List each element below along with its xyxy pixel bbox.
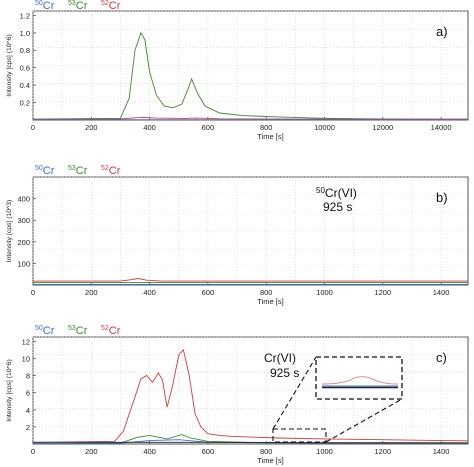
y-tick-label: 0.2 <box>20 99 30 108</box>
series-line <box>33 441 468 444</box>
legend-entry: 52Cr <box>101 165 121 177</box>
y-tick-label: 200 <box>17 238 30 247</box>
y-tick-label: 2 <box>26 423 30 432</box>
y-axis-label: Intensity [cps] (10^6) <box>6 34 13 97</box>
x-tick-label: 200 <box>85 123 98 132</box>
y-tick-label: 1.0 <box>20 29 30 38</box>
panel-label: a) <box>436 24 448 39</box>
x-axis-label: Time [s] <box>257 297 283 306</box>
y-tick-label: 0.6 <box>20 64 30 73</box>
y-axis-label: Intensity [cps] (10^6) <box>6 359 13 422</box>
panel-2: 100 200 300 400 0 200 400 600 800 1000 1200 1400 Tim… <box>6 165 469 306</box>
x-tick-label: 400 <box>143 123 156 132</box>
legend-entry: 50Cr <box>35 325 55 337</box>
series-line <box>33 116 468 120</box>
legend-entry: 52Cr <box>101 325 121 337</box>
panel-1: 0.2 0.4 0.6 0.8 1.0 1.2 0 200 400 600 800 10000 1200… <box>6 0 469 141</box>
panel-3: 2 4 6 8 10 12 0 200 400 600 800 1000 1200 1400 Time [s… <box>6 325 469 465</box>
y-axis-label: Intensity [cps] (10^3) <box>6 200 13 263</box>
y-tick-label: 1.2 <box>20 11 30 20</box>
x-axis-label: Time [s] <box>257 456 283 465</box>
x-tick-label: 0 <box>31 123 35 132</box>
x-tick-label: 400 <box>143 288 156 297</box>
peak-annotation: Cr(VI) <box>264 351 296 365</box>
x-tick-label: 1000 <box>316 447 333 456</box>
y-tick-label: 100 <box>17 259 30 268</box>
y-tick-label: 12 <box>22 337 30 346</box>
legend-entry: 53Cr <box>68 165 88 177</box>
x-axis-label: Time [s] <box>257 132 283 141</box>
legend-entry: 52Cr <box>101 0 121 12</box>
legend-entry: 53Cr <box>68 325 88 337</box>
x-tick-label: 600 <box>202 288 215 297</box>
x-tick-label: 10000 <box>314 123 335 132</box>
peak-annotation: 50Cr(VI) <box>316 186 357 200</box>
series-line <box>33 348 468 443</box>
x-tick-label: 12000 <box>372 123 393 132</box>
x-tick-label: 200 <box>85 447 98 456</box>
y-tick-label: 4 <box>26 406 30 415</box>
y-tick-label: 300 <box>17 216 30 225</box>
y-tick-label: 8 <box>26 372 30 381</box>
x-tick-label: 0 <box>31 288 35 297</box>
y-tick-label: 10 <box>22 354 30 363</box>
y-tick-label: 6 <box>26 389 30 398</box>
zoom-connector <box>272 356 317 430</box>
panel-label: c) <box>436 350 447 365</box>
series-line <box>33 278 468 282</box>
x-tick-label: 400 <box>143 447 156 456</box>
legend-entry: 50Cr <box>35 0 55 12</box>
x-tick-label: 1200 <box>374 288 391 297</box>
x-tick-label: 1200 <box>374 447 391 456</box>
series-line <box>33 434 468 444</box>
x-tick-label: 200 <box>85 288 98 297</box>
panel-label: b) <box>436 190 448 205</box>
x-tick-label: 1400 <box>433 447 450 456</box>
x-tick-label: 14000 <box>431 123 452 132</box>
x-tick-label: 600 <box>202 123 215 132</box>
x-tick-label: 1000 <box>316 288 333 297</box>
legend-entry: 50Cr <box>35 165 55 177</box>
y-tick-label: 0.4 <box>20 81 30 90</box>
x-tick-label: 0 <box>31 447 35 456</box>
peak-time-annotation: 925 s <box>323 200 352 214</box>
zoom-source-box <box>272 428 327 443</box>
x-tick-label: 600 <box>202 447 215 456</box>
zoom-inset-box <box>315 356 403 400</box>
peak-time-annotation: 925 s <box>270 366 299 380</box>
series-line <box>33 439 468 444</box>
y-tick-label: 0.8 <box>20 46 30 55</box>
y-tick-label: 400 <box>17 195 30 204</box>
x-tick-label: 800 <box>260 123 273 132</box>
zoom-connector <box>325 398 403 443</box>
x-tick-label: 800 <box>260 288 273 297</box>
legend-entry: 53Cr <box>68 0 88 12</box>
x-tick-label: 1400 <box>433 288 450 297</box>
inset-series-52cr <box>321 376 399 385</box>
x-tick-label: 800 <box>260 447 273 456</box>
series-line <box>33 31 468 120</box>
